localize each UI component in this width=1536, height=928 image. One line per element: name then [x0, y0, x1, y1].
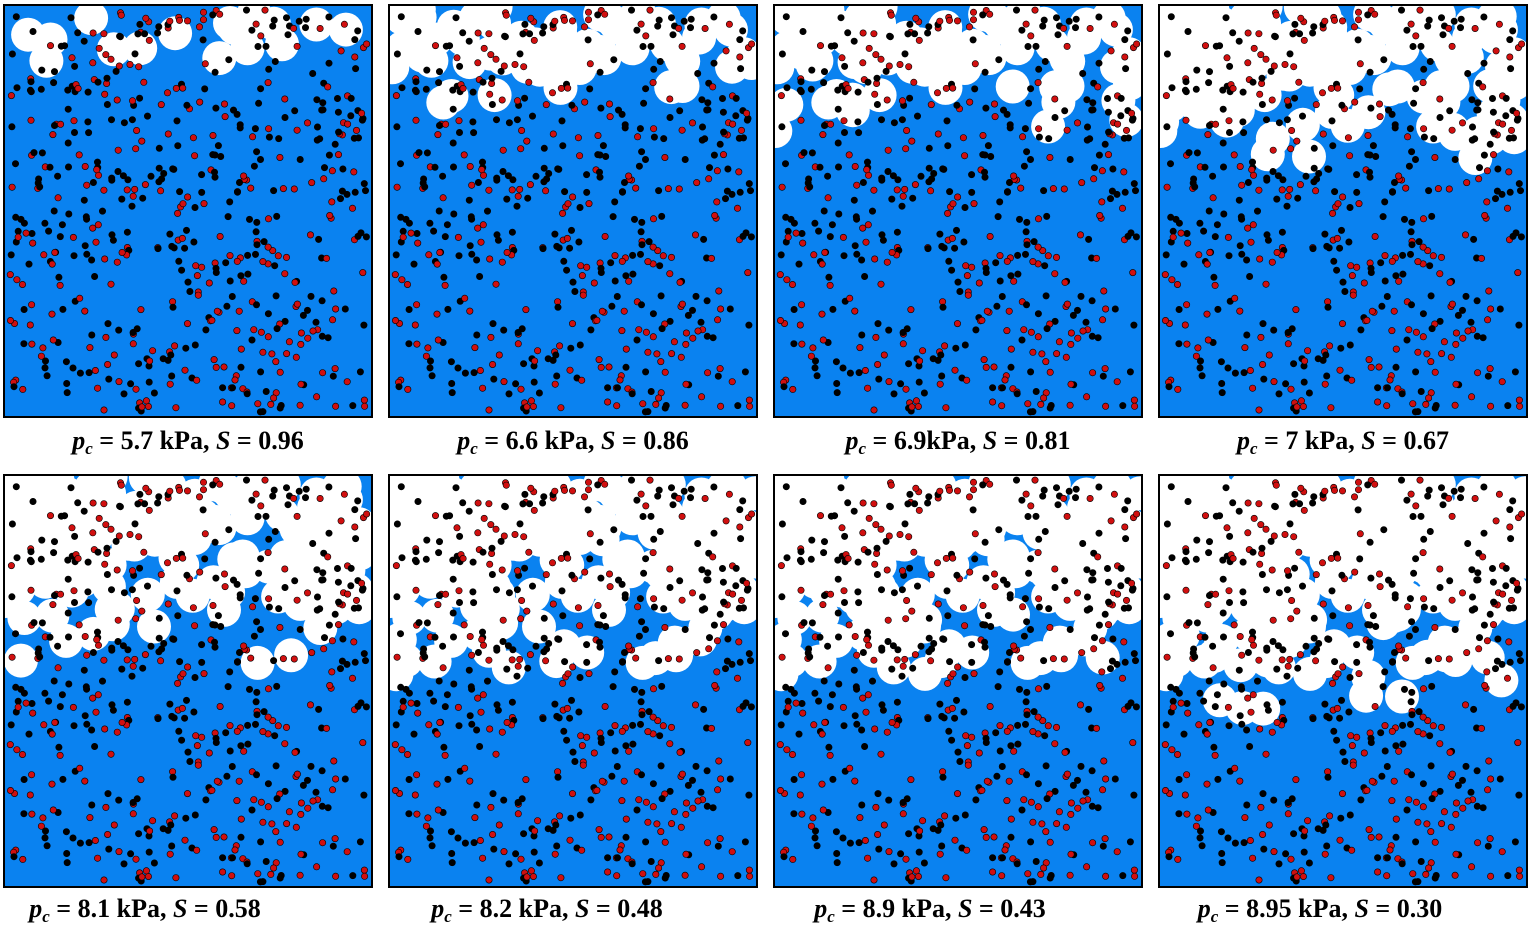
grains: [6, 476, 371, 886]
caption-5: pc = 8.1 kPa, S = 0.58: [29, 894, 261, 926]
panel-6: [388, 474, 758, 888]
pore-map-5: [5, 476, 371, 886]
caption-4: pc = 7 kPa, S = 0.67: [1236, 426, 1449, 458]
panel-4: [1158, 4, 1528, 418]
pore-map-7: [775, 476, 1141, 886]
caption-8: pc = 8.95 kPa, S = 0.30: [1197, 894, 1443, 926]
grains: [776, 476, 1141, 886]
pore-map-6: [390, 476, 756, 886]
grains: [391, 6, 756, 416]
grains: [776, 6, 1141, 416]
pore-map-4: [1160, 6, 1526, 416]
panel-3: [773, 4, 1143, 418]
panel-2: [388, 4, 758, 418]
grains: [6, 6, 371, 416]
pore-map-3: [775, 6, 1141, 416]
air-phase: [390, 6, 756, 120]
panel-1: [3, 4, 373, 418]
grains: [1161, 6, 1526, 416]
panel-5: [3, 474, 373, 888]
caption-3: pc = 6.9kPa, S = 0.81: [845, 426, 1071, 458]
grains: [391, 476, 756, 886]
panel-7: [773, 474, 1143, 888]
caption-7: pc = 8.9 kPa, S = 0.43: [814, 894, 1046, 926]
pore-map-1: [5, 6, 371, 416]
panel-8: [1158, 474, 1528, 888]
pore-map-8: [1160, 476, 1526, 886]
air-phase: [775, 476, 1141, 692]
caption-1: pc = 5.7 kPa, S = 0.96: [72, 426, 304, 458]
caption-6: pc = 8.2 kPa, S = 0.48: [431, 894, 663, 926]
caption-2: pc = 6.6 kPa, S = 0.86: [457, 426, 689, 458]
pore-map-2: [390, 6, 756, 416]
grains: [1161, 476, 1526, 886]
